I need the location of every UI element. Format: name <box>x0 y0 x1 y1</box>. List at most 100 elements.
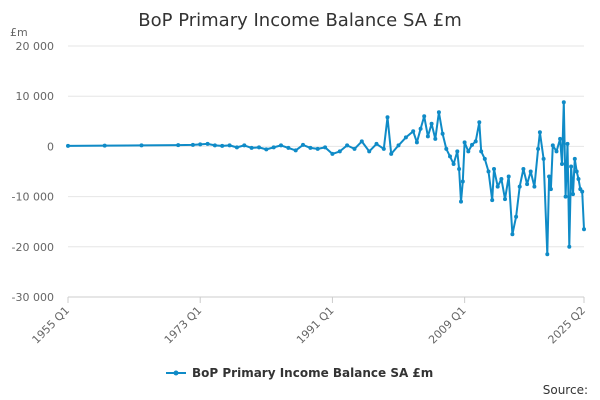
data-point[interactable] <box>279 143 283 148</box>
data-point[interactable] <box>514 214 519 219</box>
data-point[interactable] <box>548 187 553 192</box>
series-line <box>67 101 585 256</box>
data-point[interactable] <box>499 177 504 181</box>
data-point[interactable] <box>582 227 586 232</box>
data-point[interactable] <box>414 140 419 145</box>
data-point[interactable] <box>352 146 357 151</box>
data-point[interactable] <box>359 139 364 144</box>
data-point[interactable] <box>482 156 487 161</box>
data-point[interactable] <box>66 143 70 148</box>
data-point[interactable] <box>580 189 585 194</box>
data-point[interactable] <box>345 143 350 148</box>
data-point[interactable] <box>271 145 276 150</box>
data-point[interactable] <box>448 154 452 159</box>
data-point[interactable] <box>389 151 394 156</box>
data-point[interactable] <box>411 129 416 134</box>
data-point[interactable] <box>234 145 239 150</box>
data-point[interactable] <box>460 179 465 184</box>
data-point[interactable] <box>528 169 533 174</box>
data-point[interactable] <box>459 199 463 204</box>
data-point[interactable] <box>521 167 526 171</box>
data-point[interactable] <box>574 169 579 174</box>
legend[interactable]: BoP Primary Income Balance SA £m <box>166 366 433 380</box>
data-point[interactable] <box>374 141 379 146</box>
data-point[interactable] <box>495 184 500 189</box>
data-point[interactable] <box>425 134 430 139</box>
data-point[interactable] <box>554 149 559 154</box>
data-point[interactable] <box>451 162 456 166</box>
data-point[interactable] <box>506 174 511 179</box>
data-point[interactable] <box>576 177 581 181</box>
data-point[interactable] <box>440 131 445 136</box>
data-point[interactable] <box>517 184 522 189</box>
data-point[interactable] <box>525 182 530 187</box>
series-points <box>66 100 586 257</box>
data-point[interactable] <box>337 149 342 154</box>
data-point[interactable] <box>470 142 474 147</box>
data-point[interactable] <box>286 145 291 150</box>
data-point[interactable] <box>536 146 541 151</box>
y-tick-label: 20 000 <box>16 40 55 53</box>
data-point[interactable] <box>547 174 552 179</box>
data-point[interactable] <box>550 143 555 148</box>
data-point[interactable] <box>323 145 328 150</box>
data-point[interactable] <box>561 100 566 105</box>
data-point[interactable] <box>205 141 210 146</box>
data-point[interactable] <box>532 184 537 189</box>
data-point[interactable] <box>381 146 386 151</box>
data-point[interactable] <box>545 252 550 257</box>
data-point[interactable] <box>571 192 575 197</box>
data-point[interactable] <box>139 143 144 148</box>
data-point[interactable] <box>396 143 401 148</box>
data-point[interactable] <box>572 156 577 161</box>
data-point[interactable] <box>477 120 482 125</box>
data-point[interactable] <box>541 156 546 161</box>
data-point[interactable] <box>565 141 570 146</box>
data-point[interactable] <box>433 136 438 141</box>
data-point[interactable] <box>242 143 247 148</box>
data-point[interactable] <box>569 164 574 169</box>
data-point[interactable] <box>212 143 217 148</box>
data-point[interactable] <box>102 143 107 148</box>
data-point[interactable] <box>227 143 232 148</box>
data-point[interactable] <box>436 110 441 115</box>
data-point[interactable] <box>429 121 434 126</box>
data-point[interactable] <box>462 140 467 145</box>
data-point[interactable] <box>503 197 507 202</box>
data-point[interactable] <box>418 126 423 131</box>
y-tick-label: 0 <box>47 140 54 153</box>
data-point[interactable] <box>492 167 496 171</box>
data-point[interactable] <box>479 149 484 154</box>
data-point[interactable] <box>444 146 449 151</box>
data-point[interactable] <box>455 149 460 154</box>
x-tick-label: 1991 Q1 <box>294 304 337 347</box>
data-point[interactable] <box>293 148 298 153</box>
data-point[interactable] <box>257 145 261 150</box>
data-point[interactable] <box>510 232 515 237</box>
data-point[interactable] <box>466 149 471 154</box>
data-point[interactable] <box>490 198 495 203</box>
data-point[interactable] <box>385 115 390 120</box>
data-point[interactable] <box>537 130 542 135</box>
data-point[interactable] <box>486 169 491 174</box>
data-point[interactable] <box>330 151 335 156</box>
data-point[interactable] <box>301 142 305 147</box>
data-point[interactable] <box>457 167 462 171</box>
data-point[interactable] <box>367 149 372 154</box>
data-point[interactable] <box>473 139 478 144</box>
data-point[interactable] <box>558 136 563 141</box>
data-point[interactable] <box>190 142 195 147</box>
data-point[interactable] <box>220 143 225 148</box>
data-point[interactable] <box>403 135 408 140</box>
data-point[interactable] <box>308 145 313 150</box>
data-point[interactable] <box>198 142 203 147</box>
data-point[interactable] <box>315 146 320 151</box>
data-point[interactable] <box>563 194 568 199</box>
data-point[interactable] <box>422 114 427 119</box>
data-point[interactable] <box>560 162 564 166</box>
data-point[interactable] <box>249 145 254 150</box>
data-point[interactable] <box>264 147 269 152</box>
data-point[interactable] <box>567 244 572 249</box>
data-point[interactable] <box>176 143 181 148</box>
